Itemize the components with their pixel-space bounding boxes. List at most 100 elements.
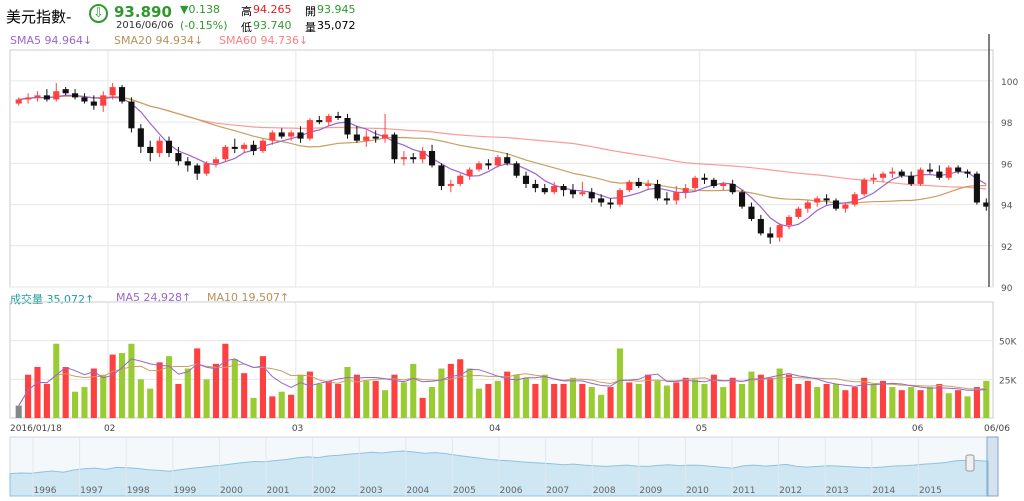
navigator-year-label: 2006 — [500, 486, 523, 496]
navigator-year-label: 2012 — [779, 486, 802, 496]
volume-bar — [428, 387, 436, 418]
candle-body — [194, 165, 201, 174]
volume-bar — [879, 380, 887, 418]
candle — [62, 87, 69, 96]
candle — [428, 144, 436, 168]
candle — [682, 183, 689, 199]
volume-bar — [889, 387, 896, 418]
volume-bar — [551, 383, 558, 418]
candle-body — [325, 115, 332, 123]
volume-bar — [297, 374, 304, 418]
low-label: 低 — [241, 21, 252, 34]
candle-body — [259, 140, 267, 151]
volume-bar — [541, 374, 548, 418]
candle-body — [391, 134, 398, 160]
volume-bar — [137, 379, 144, 418]
volume-bar — [306, 371, 313, 418]
candle-body — [729, 183, 736, 193]
volume-tick-label: 50K — [999, 338, 1017, 348]
candle-body — [785, 216, 793, 226]
candle-body — [90, 101, 97, 106]
volume-bar — [663, 385, 670, 418]
candle-body — [898, 171, 905, 176]
navigator-year-label: 2007 — [546, 486, 569, 496]
date-tick-label: 06 — [912, 424, 924, 434]
volume-bar — [823, 383, 830, 418]
volume-bar — [372, 380, 379, 418]
volume-bar — [419, 397, 426, 418]
candle-body — [400, 157, 407, 160]
candle — [607, 198, 614, 209]
candle-body — [795, 208, 802, 217]
volume-bar — [598, 394, 605, 418]
navigator-year-label: 1998 — [127, 486, 150, 496]
price-tick-label: 96 — [1001, 160, 1013, 170]
date-tick-label: 06/06 — [984, 424, 1010, 434]
candle — [551, 181, 558, 195]
candle-body — [156, 140, 163, 154]
volume-bar — [494, 380, 501, 418]
candle-body — [861, 179, 868, 195]
navigator-year-label: 2014 — [872, 486, 895, 496]
open-value: 93.945 — [317, 3, 356, 16]
volume-bar — [842, 390, 849, 418]
candle — [109, 82, 116, 100]
candle-body — [316, 120, 323, 123]
navigator-year-label: 2000 — [220, 486, 243, 496]
candle — [767, 227, 774, 244]
candle — [823, 194, 830, 205]
navigator-year-label: 2010 — [686, 486, 709, 496]
navigator-year-label: 2002 — [313, 486, 336, 496]
candle — [288, 130, 295, 141]
candle — [955, 165, 962, 174]
volume-bar — [485, 383, 492, 418]
price-panel-frame — [9, 49, 994, 288]
volume-bar — [147, 388, 154, 418]
candle — [569, 183, 577, 199]
down-arrow-icon: ⇩ — [89, 4, 108, 23]
date-tick-label: 02 — [104, 424, 115, 434]
candle — [372, 130, 379, 143]
navigator-year-label: 2003 — [360, 486, 383, 496]
volume-bar — [776, 368, 783, 418]
candle — [513, 161, 520, 178]
volume-bar — [335, 383, 342, 418]
candle-body — [964, 171, 971, 174]
candle-body — [306, 120, 313, 139]
candle-body — [25, 97, 32, 100]
volume-bar — [522, 377, 530, 418]
candle-body — [879, 173, 887, 178]
candle-body — [62, 89, 69, 94]
candle — [382, 113, 389, 143]
candle-body — [504, 157, 511, 164]
candle — [241, 142, 248, 154]
candle-body — [475, 163, 483, 170]
navigator-year-label: 2008 — [593, 486, 616, 496]
candle — [851, 192, 858, 207]
price-axis-labels: 100 98 96 94 92 90 50K 25K — [999, 78, 1018, 386]
sma60-legend: SMA60 94.736↓ — [219, 34, 309, 47]
candle — [983, 198, 990, 211]
volume-bar — [269, 396, 276, 418]
navigator-panel[interactable]: 1996 1997 1998 1999 2000 2001 2002 2003 2004 2005… — [9, 436, 999, 497]
sma5-line — [18, 94, 987, 228]
candle — [25, 93, 32, 104]
candle-body — [212, 159, 220, 164]
candle-body — [241, 144, 248, 149]
candle-body — [447, 183, 454, 187]
candle — [579, 181, 586, 197]
candle-body — [231, 146, 238, 149]
volume-bar — [870, 383, 877, 418]
candle-body — [663, 198, 670, 201]
candle-body — [353, 134, 360, 141]
candle-body — [720, 183, 727, 187]
navigator-year-label: 2009 — [639, 486, 662, 496]
volume-bar — [955, 390, 962, 418]
candle-body — [673, 192, 680, 201]
open-label: 開 — [305, 5, 316, 18]
volume-bar — [898, 390, 905, 418]
candle-body — [372, 136, 379, 139]
candle-body — [438, 165, 445, 187]
volume-bar — [43, 383, 50, 418]
volume-bar — [194, 348, 201, 418]
